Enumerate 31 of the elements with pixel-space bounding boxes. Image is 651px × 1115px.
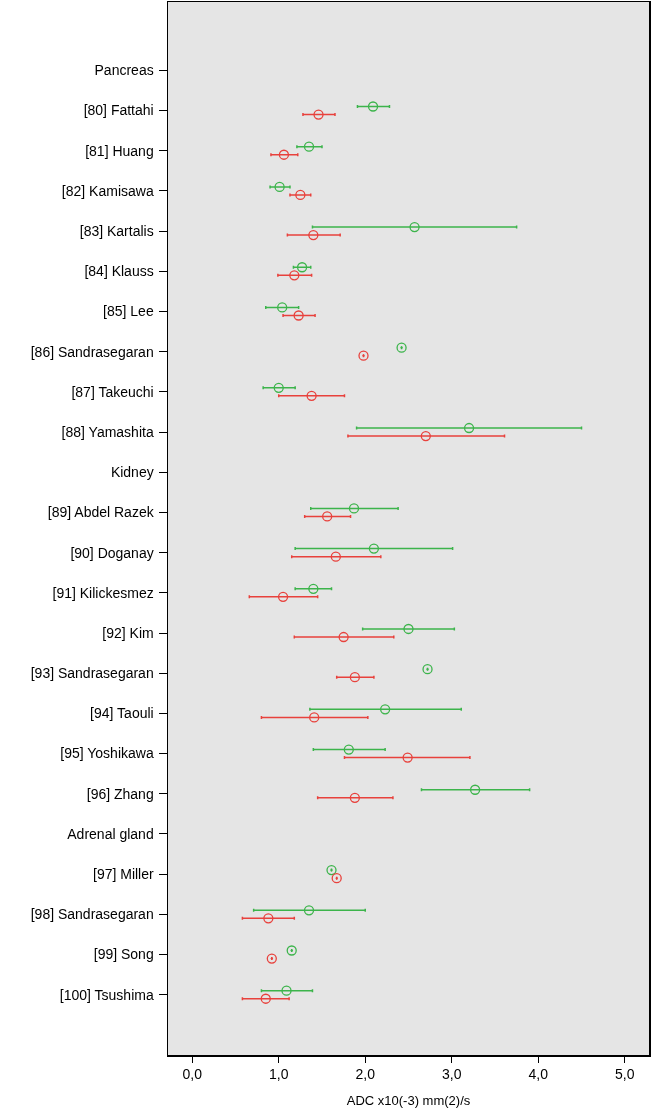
y-tick-label: [86] Sandrasegaran	[30, 343, 154, 360]
y-tick-label: Pancreas	[94, 62, 154, 79]
y-tick-label: [82] Kamisawa	[61, 182, 154, 199]
y-tick-label: [90] Doganay	[70, 544, 154, 561]
y-tick-label: [96] Zhang	[86, 785, 154, 802]
y-tick-label: [94] Taouli	[90, 705, 154, 722]
y-tick-label: [99] Song	[93, 946, 154, 963]
y-tick-label: [98] Sandrasegaran	[30, 906, 154, 923]
y-tick-label: [83] Kartalis	[79, 222, 154, 239]
y-tick-label: [97] Miller	[93, 866, 155, 883]
x-tick-label: 1,0	[269, 1066, 289, 1083]
y-tick-label: [80] Fattahi	[83, 102, 154, 119]
y-tick-label: [88] Yamashita	[61, 423, 154, 440]
x-tick-label: 3,0	[442, 1066, 462, 1083]
x-tick-label: 0,0	[182, 1066, 203, 1083]
y-tick-label: [93] Sandrasegaran	[30, 665, 154, 682]
y-tick-label: [100] Tsushima	[59, 986, 154, 1003]
y-tick-label: [92] Kim	[102, 624, 154, 641]
y-tick-label: [84] Klauss	[84, 263, 154, 280]
y-tick-label: [91] Kilickesmez	[52, 584, 154, 601]
x-tick-label: 2,0	[355, 1066, 376, 1083]
y-tick-label: [87] Takeuchi	[71, 383, 154, 400]
y-tick-label: Kidney	[110, 464, 154, 481]
y-tick-label: [81] Huang	[85, 142, 154, 159]
y-tick-label: Adrenal gland	[67, 825, 154, 842]
x-tick-label: 4,0	[528, 1066, 549, 1083]
y-tick-label: [85] Lee	[103, 303, 154, 320]
x-tick-label: 5,0	[615, 1066, 635, 1083]
x-axis-title: ADC x10(-3) mm(2)/s	[346, 1092, 471, 1108]
y-tick-label: [95] Yoshikawa	[60, 745, 154, 762]
y-tick-label: [89] Abdel Razek	[47, 504, 155, 521]
